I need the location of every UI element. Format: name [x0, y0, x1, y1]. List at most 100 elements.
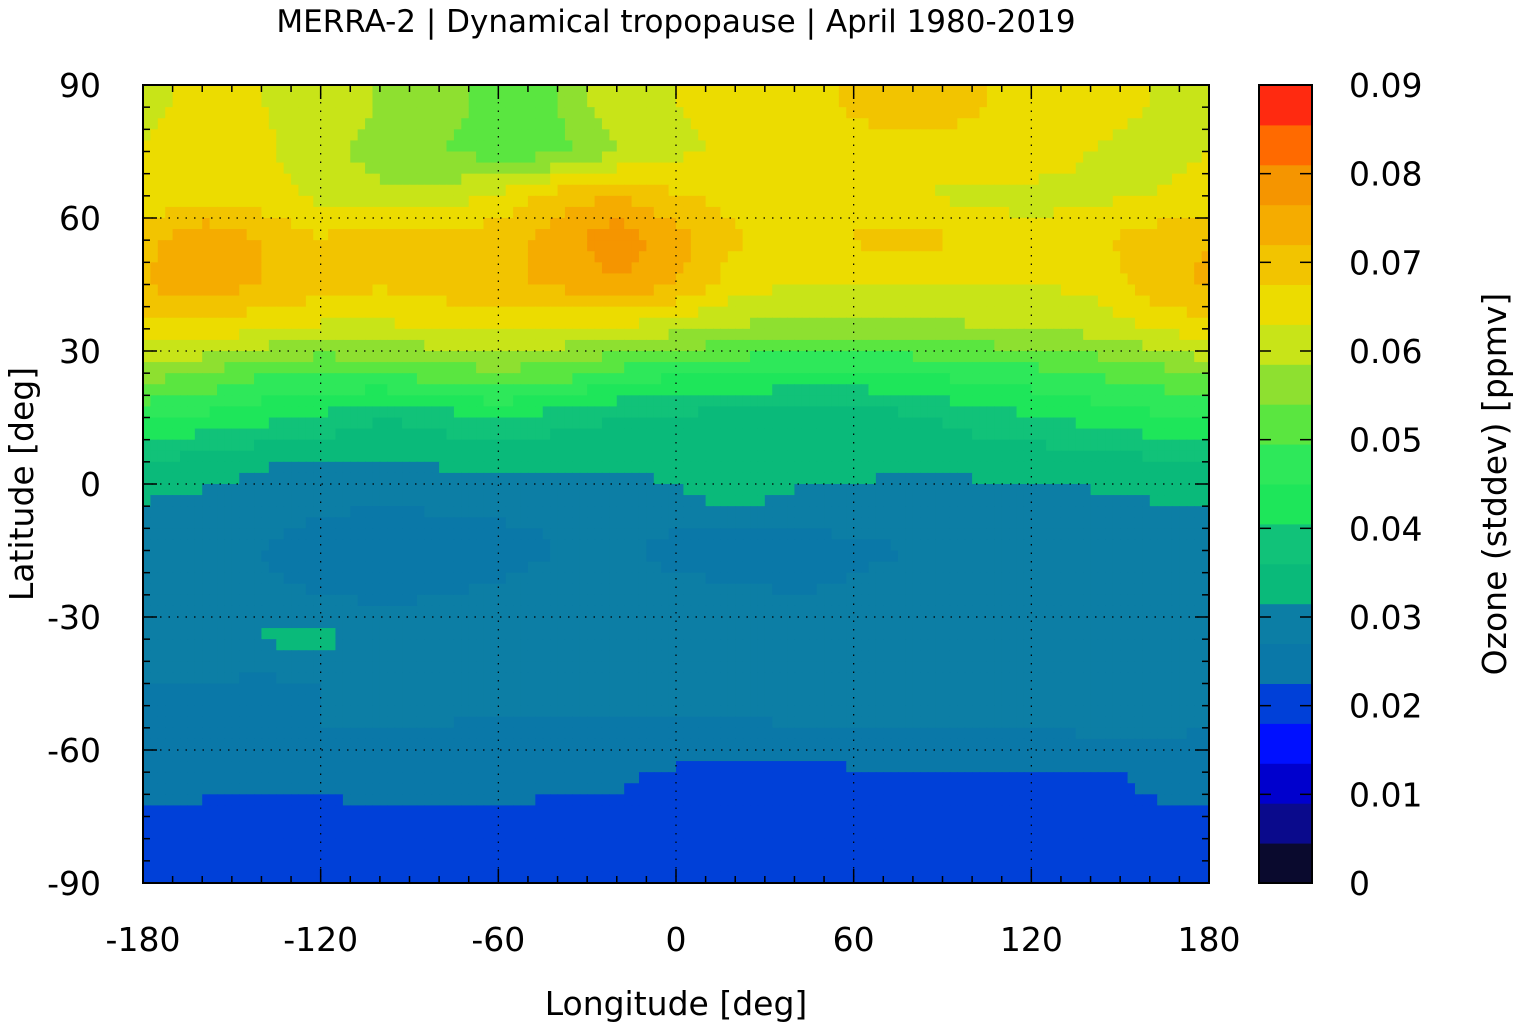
heatmap-cell [853, 229, 862, 241]
heatmap-cell [157, 251, 166, 263]
heatmap-cell [668, 218, 677, 230]
heatmap-cell [979, 240, 988, 252]
heatmap-cell [638, 461, 647, 474]
heatmap-cell [1134, 406, 1143, 419]
heatmap-cell [890, 439, 899, 452]
heatmap-cell [498, 218, 507, 230]
heatmap-cell [594, 85, 603, 97]
heatmap-cell [150, 229, 159, 241]
heatmap-cell [542, 306, 551, 319]
heatmap-cell [409, 129, 418, 142]
heatmap-cell [335, 251, 344, 263]
heatmap-cell [927, 85, 936, 97]
heatmap-cell [209, 240, 218, 252]
heatmap-cell [550, 406, 559, 419]
heatmap-cell [809, 184, 818, 197]
heatmap-cell [653, 184, 662, 197]
heatmap-cell [1142, 195, 1151, 208]
heatmap-cell [254, 218, 263, 230]
heatmap-cell [942, 273, 951, 286]
heatmap-cell [535, 306, 544, 319]
heatmap-cell [1127, 118, 1136, 130]
heatmap-cell [535, 107, 544, 119]
heatmap-cell [883, 162, 892, 175]
heatmap-cell [972, 118, 981, 130]
heatmap-cell [898, 328, 907, 341]
heatmap-cell [224, 129, 233, 142]
heatmap-cell [927, 284, 936, 297]
heatmap-cell [1164, 384, 1173, 396]
heatmap-cell [572, 251, 581, 263]
heatmap-cell [527, 373, 536, 385]
heatmap-cell [624, 439, 633, 452]
heatmap-cell [683, 295, 692, 308]
heatmap-cell [772, 273, 781, 286]
heatmap-cell [853, 373, 862, 385]
heatmap-cell [261, 251, 270, 263]
heatmap-cell [291, 384, 300, 396]
heatmap-cell [779, 306, 788, 319]
heatmap-cell [594, 273, 603, 286]
heatmap-cell [372, 229, 381, 241]
heatmap-cell [231, 118, 240, 130]
heatmap-cell [424, 406, 433, 419]
heatmap-cell [1127, 140, 1136, 153]
heatmap-cell [587, 173, 596, 186]
heatmap-cell [1149, 417, 1158, 430]
heatmap-cell [431, 328, 440, 341]
heatmap-cell [757, 439, 766, 452]
heatmap-cell [498, 107, 507, 119]
heatmap-cell [742, 107, 751, 119]
heatmap-cell [172, 162, 181, 175]
heatmap-cell [1009, 162, 1018, 175]
heatmap-cell [638, 195, 647, 208]
heatmap-cell [254, 284, 263, 297]
heatmap-cell [298, 173, 307, 186]
heatmap-cell [831, 406, 840, 419]
heatmap-cell [1009, 218, 1018, 230]
heatmap-cell [668, 195, 677, 208]
heatmap-cell [1038, 306, 1047, 319]
heatmap-cell [431, 85, 440, 97]
heatmap-cell [853, 184, 862, 197]
heatmap-cell [520, 273, 529, 286]
heatmap-cell [187, 284, 196, 297]
heatmap-cell [875, 96, 884, 108]
heatmap-cell [979, 273, 988, 286]
heatmap-cell [246, 96, 255, 108]
heatmap-cell [283, 273, 292, 286]
heatmap-cell [209, 85, 218, 97]
heatmap-cell [461, 439, 470, 452]
heatmap-cell [350, 129, 359, 142]
heatmap-cell [949, 439, 958, 452]
heatmap-cell [572, 395, 581, 408]
heatmap-cell [453, 173, 462, 186]
heatmap-cell [527, 351, 536, 363]
heatmap-cell [424, 173, 433, 186]
heatmap-cell [416, 140, 425, 153]
heatmap-cell [416, 284, 425, 297]
heatmap-cell [1142, 428, 1151, 441]
heatmap-cell [601, 439, 610, 452]
heatmap-cell [505, 417, 514, 430]
heatmap-cell [476, 351, 485, 363]
heatmap-cell [676, 140, 684, 153]
heatmap-cell [350, 284, 359, 297]
heatmap-cell [1016, 428, 1025, 441]
heatmap-cell [1194, 162, 1203, 175]
heatmap-cell [601, 218, 610, 230]
heatmap-cell [298, 339, 307, 352]
heatmap-cell [305, 406, 314, 419]
heatmap-cell [365, 251, 374, 263]
heatmap-cell [224, 206, 233, 219]
heatmap-cell [927, 96, 936, 108]
heatmap-cell [335, 262, 344, 275]
heatmap-cell [883, 395, 892, 408]
heatmap-cell [1171, 206, 1180, 219]
heatmap-cell [1105, 417, 1114, 430]
heatmap-cell [986, 273, 995, 286]
heatmap-cell [801, 206, 810, 219]
heatmap-cell [624, 317, 633, 330]
heatmap-cell [1068, 450, 1077, 463]
heatmap-cell [1164, 339, 1173, 352]
